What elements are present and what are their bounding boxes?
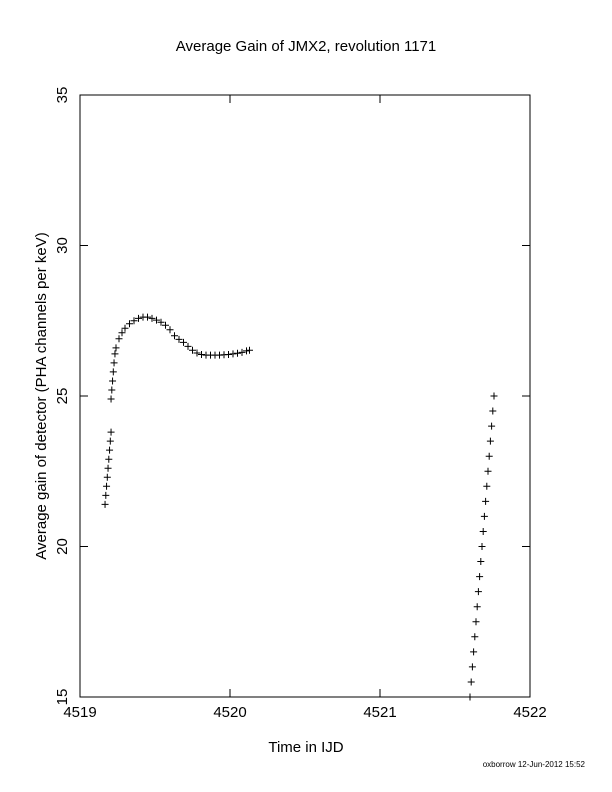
data-point [118,329,126,337]
data-point [148,314,156,322]
data-point [110,359,118,367]
data-point [121,324,129,332]
data-point [198,350,205,358]
data-point [246,346,253,354]
data-point [234,349,241,357]
data-point [126,320,133,328]
data-point [109,368,117,376]
y-tick-label: 15 [54,689,71,706]
data-point [477,558,485,566]
data-point [166,326,174,334]
data-point [485,452,493,460]
y-tick-label: 25 [54,388,71,405]
data-point [482,497,490,505]
data-point [470,648,478,656]
data-point [180,338,187,346]
data-point [112,344,120,352]
data-point [102,491,110,499]
data-point [103,482,111,490]
y-axis-label: Average gain of detector (PHA channels p… [33,232,50,559]
data-point [107,395,115,403]
data-point [243,347,250,355]
data-point [467,678,475,686]
data-point [135,314,142,322]
data-point [101,500,109,508]
data-point [104,464,112,472]
data-point [490,392,498,400]
data-point [488,422,496,430]
data-point [473,603,481,611]
data-point [106,446,114,454]
data-point [238,348,246,356]
data-point [105,455,113,463]
data-point [193,349,201,357]
x-tick-label: 4520 [213,704,246,721]
data-point [229,350,237,358]
data-point [153,316,160,324]
data-point [106,437,114,445]
data-point [162,321,169,329]
x-axis-label: Time in IJD [268,739,343,756]
data-point [115,335,123,343]
data-point [472,618,480,626]
data-point [483,482,491,490]
x-tick-label: 4522 [513,704,546,721]
data-point [157,318,165,326]
data-point [484,467,492,475]
data-point [109,377,117,385]
data-point [225,350,232,358]
data-point [489,407,497,415]
data-point [103,473,111,481]
data-point [144,313,151,321]
x-tick-label: 4519 [63,704,96,721]
data-point [474,588,482,596]
y-tick-label: 35 [54,87,71,104]
data-point [108,386,116,394]
plot-frame [79,94,531,698]
data-point [468,663,476,671]
data-point [189,346,196,354]
data-point [130,317,138,325]
data-point [476,573,484,581]
y-tick-label: 30 [54,237,71,254]
x-tick-label: 4521 [363,704,396,721]
data-point [478,543,486,550]
y-tick-label: 20 [54,538,71,555]
footer: oxborrow 12-Jun-2012 15:52 [483,760,586,769]
data-point [107,428,115,436]
data-point [171,332,178,340]
data-point [471,633,479,641]
data-point [466,693,474,701]
chart-title: Average Gain of JMX2, revolution 1171 [176,38,436,55]
data-point [479,527,487,535]
data-point [184,342,192,350]
data-point [175,335,183,343]
data-point [480,512,488,520]
data-point [486,437,494,445]
data-point [111,350,119,358]
